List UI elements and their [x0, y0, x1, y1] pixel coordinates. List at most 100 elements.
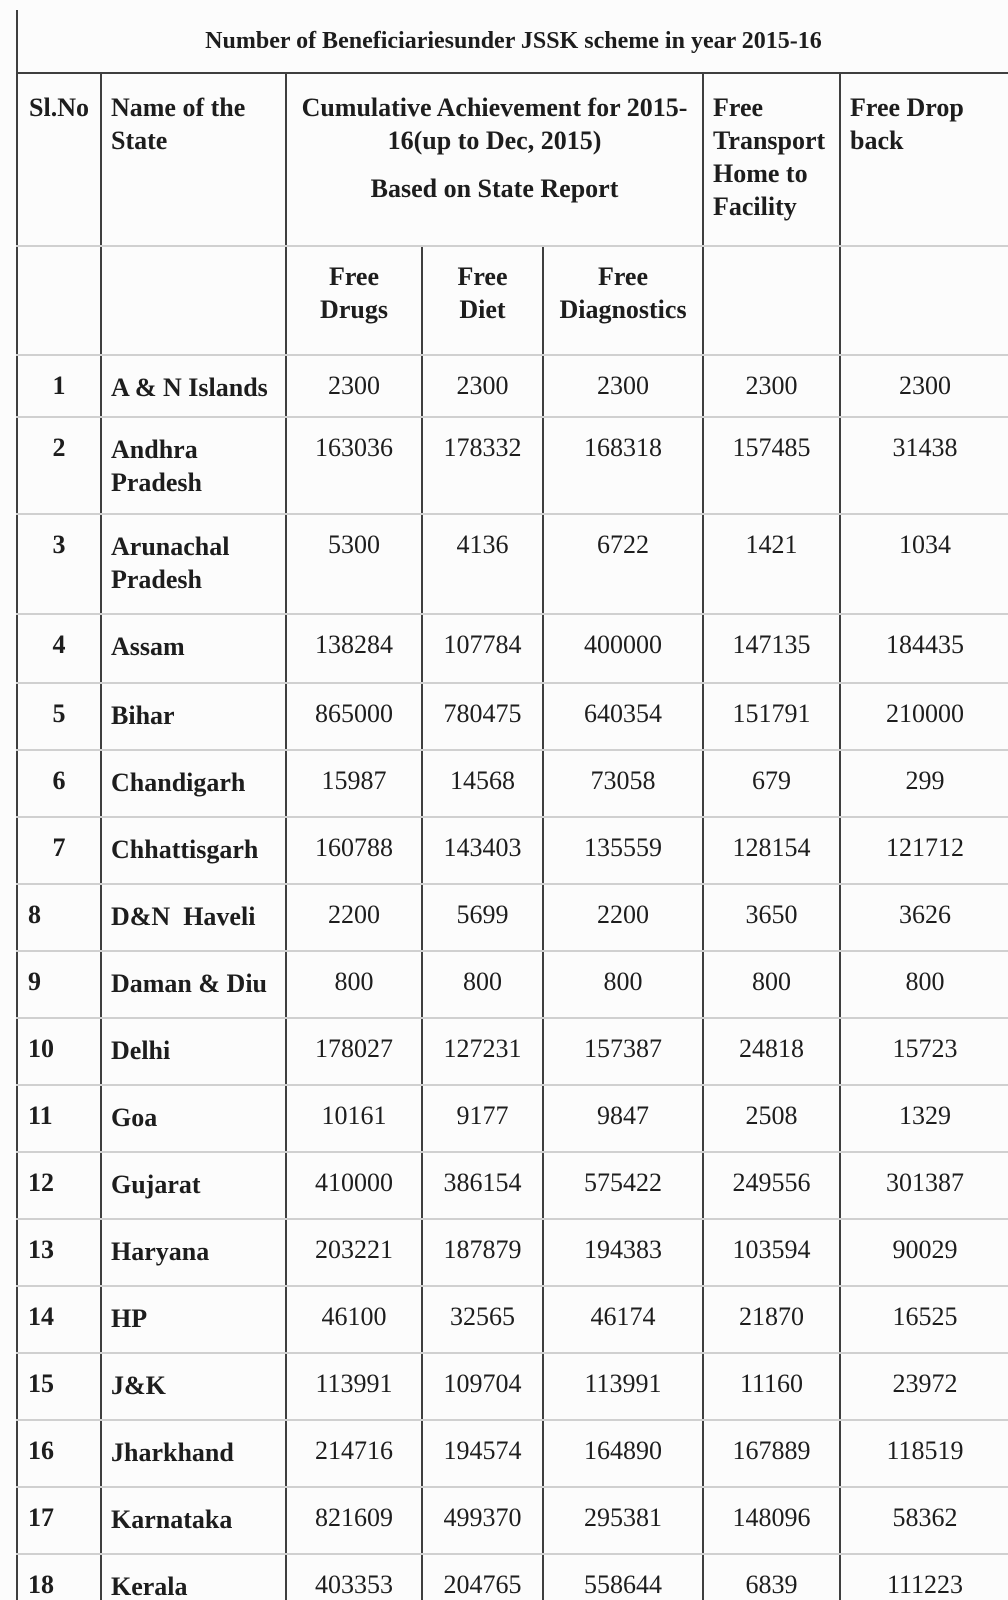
free-diet-cell: 499370: [421, 1487, 543, 1555]
table-row: 3 Arunachal Pradesh 5300 4136 6722 1421 …: [16, 514, 1008, 615]
jssk-beneficiaries-table: Number of Beneficiariesunder JSSK scheme…: [16, 10, 1008, 1600]
header-cumulative-line2: Based on State Report: [370, 174, 619, 204]
free-diet-cell: 204765: [421, 1554, 543, 1600]
state-name-cell: Karnataka: [100, 1487, 286, 1555]
serial-number-cell: 13: [16, 1219, 101, 1287]
free-diet-cell: 178332: [421, 417, 543, 515]
free-diet-cell: 107784: [421, 614, 543, 684]
free-drugs-cell: 46100: [285, 1286, 422, 1354]
free-transport-cell: 157485: [702, 417, 840, 515]
state-name-cell: Gujarat: [100, 1152, 286, 1220]
header-free-transport: Free Transport Home to Facility: [702, 73, 840, 247]
serial-number-cell: 15: [16, 1353, 101, 1421]
free-drugs-cell: 138284: [285, 614, 422, 684]
free-transport-cell: 103594: [702, 1219, 840, 1287]
table-row: 7 Chhattisgarh 160788 143403 135559 1281…: [16, 817, 1008, 885]
state-name-cell: HP: [100, 1286, 286, 1354]
free-drop-back-cell: 210000: [839, 683, 1008, 751]
free-drugs-cell: 865000: [285, 683, 422, 751]
free-diet-cell: 127231: [421, 1018, 543, 1086]
free-transport-cell: 167889: [702, 1420, 840, 1488]
state-name-cell: Bihar: [100, 683, 286, 751]
free-diagnostics-cell: 9847: [542, 1085, 703, 1153]
table-row: 4 Assam 138284 107784 400000 147135 1844…: [16, 614, 1008, 684]
free-transport-cell: 11160: [702, 1353, 840, 1421]
free-diagnostics-cell: 2200: [542, 884, 703, 952]
serial-number-cell: 4: [16, 614, 101, 684]
table-row: 1 A & N Islands 2300 2300 2300 2300 2300: [16, 355, 1008, 418]
free-drop-back-cell: 2300: [839, 355, 1008, 418]
free-diagnostics-cell: 73058: [542, 750, 703, 818]
free-diagnostics-cell: 2300: [542, 355, 703, 418]
free-diet-cell: 109704: [421, 1353, 543, 1421]
serial-number-cell: 12: [16, 1152, 101, 1220]
free-diet-cell: 2300: [421, 355, 543, 418]
serial-number-cell: 6: [16, 750, 101, 818]
state-name-cell: Assam: [100, 614, 286, 684]
free-diagnostics-cell: 157387: [542, 1018, 703, 1086]
serial-number-cell: 7: [16, 817, 101, 885]
serial-number-cell: 14: [16, 1286, 101, 1354]
subheader-empty-dropback: [839, 246, 1008, 356]
table-row: 15 J&K 113991 109704 113991 11160 23972: [16, 1353, 1008, 1421]
free-drugs-cell: 403353: [285, 1554, 422, 1600]
free-diagnostics-cell: 295381: [542, 1487, 703, 1555]
table-row: 11 Goa 10161 9177 9847 2508 1329: [16, 1085, 1008, 1153]
free-drugs-cell: 178027: [285, 1018, 422, 1086]
free-transport-cell: 2300: [702, 355, 840, 418]
free-drugs-cell: 2300: [285, 355, 422, 418]
free-diagnostics-cell: 575422: [542, 1152, 703, 1220]
free-diagnostics-cell: 400000: [542, 614, 703, 684]
free-diagnostics-cell: 6722: [542, 514, 703, 615]
table-row: 18 Kerala 403353 204765 558644 6839 1112…: [16, 1554, 1008, 1600]
free-drugs-cell: 821609: [285, 1487, 422, 1555]
free-transport-cell: 21870: [702, 1286, 840, 1354]
table-row: 12 Gujarat 410000 386154 575422 249556 3…: [16, 1152, 1008, 1220]
free-drop-back-cell: 58362: [839, 1487, 1008, 1555]
free-drop-back-cell: 299: [839, 750, 1008, 818]
free-diet-cell: 187879: [421, 1219, 543, 1287]
free-drop-back-cell: 118519: [839, 1420, 1008, 1488]
state-name-cell: A & N Islands: [100, 355, 286, 418]
subheader-free-diet: Free Diet: [421, 246, 543, 356]
serial-number-cell: 8: [16, 884, 101, 952]
free-drop-back-cell: 31438: [839, 417, 1008, 515]
state-name-cell: Jharkhand: [100, 1420, 286, 1488]
free-transport-cell: 800: [702, 951, 840, 1019]
free-diagnostics-cell: 194383: [542, 1219, 703, 1287]
free-drop-back-cell: 111223: [839, 1554, 1008, 1600]
table-row: 17 Karnataka 821609 499370 295381 148096…: [16, 1487, 1008, 1555]
table-row: 16 Jharkhand 214716 194574 164890 167889…: [16, 1420, 1008, 1488]
header-free-drop-back: Free Drop back: [839, 73, 1008, 247]
free-drugs-cell: 10161: [285, 1085, 422, 1153]
table-row: 2 Andhra Pradesh 163036 178332 168318 15…: [16, 417, 1008, 515]
state-name-cell: Haryana: [100, 1219, 286, 1287]
free-diet-cell: 386154: [421, 1152, 543, 1220]
serial-number-cell: 5: [16, 683, 101, 751]
free-drop-back-cell: 184435: [839, 614, 1008, 684]
table-row: 10 Delhi 178027 127231 157387 24818 1572…: [16, 1018, 1008, 1086]
state-name-cell: Goa: [100, 1085, 286, 1153]
serial-number-cell: 17: [16, 1487, 101, 1555]
free-transport-cell: 148096: [702, 1487, 840, 1555]
free-drop-back-cell: 15723: [839, 1018, 1008, 1086]
free-drugs-cell: 2200: [285, 884, 422, 952]
free-transport-cell: 2508: [702, 1085, 840, 1153]
title-row: Number of Beneficiariesunder JSSK scheme…: [16, 10, 1008, 74]
free-drugs-cell: 163036: [285, 417, 422, 515]
serial-number-cell: 10: [16, 1018, 101, 1086]
free-diet-cell: 194574: [421, 1420, 543, 1488]
table-row: 6 Chandigarh 15987 14568 73058 679 299: [16, 750, 1008, 818]
free-diet-cell: 14568: [421, 750, 543, 818]
header-state-name: Name of the State: [100, 73, 286, 247]
serial-number-cell: 16: [16, 1420, 101, 1488]
free-drugs-cell: 5300: [285, 514, 422, 615]
table-body: 1 A & N Islands 2300 2300 2300 2300 2300…: [16, 355, 1008, 1600]
free-diet-cell: 800: [421, 951, 543, 1019]
serial-number-cell: 2: [16, 417, 101, 515]
subheader-free-drugs: Free Drugs: [285, 246, 422, 356]
free-drop-back-cell: 301387: [839, 1152, 1008, 1220]
free-diet-cell: 780475: [421, 683, 543, 751]
state-name-cell: Delhi: [100, 1018, 286, 1086]
